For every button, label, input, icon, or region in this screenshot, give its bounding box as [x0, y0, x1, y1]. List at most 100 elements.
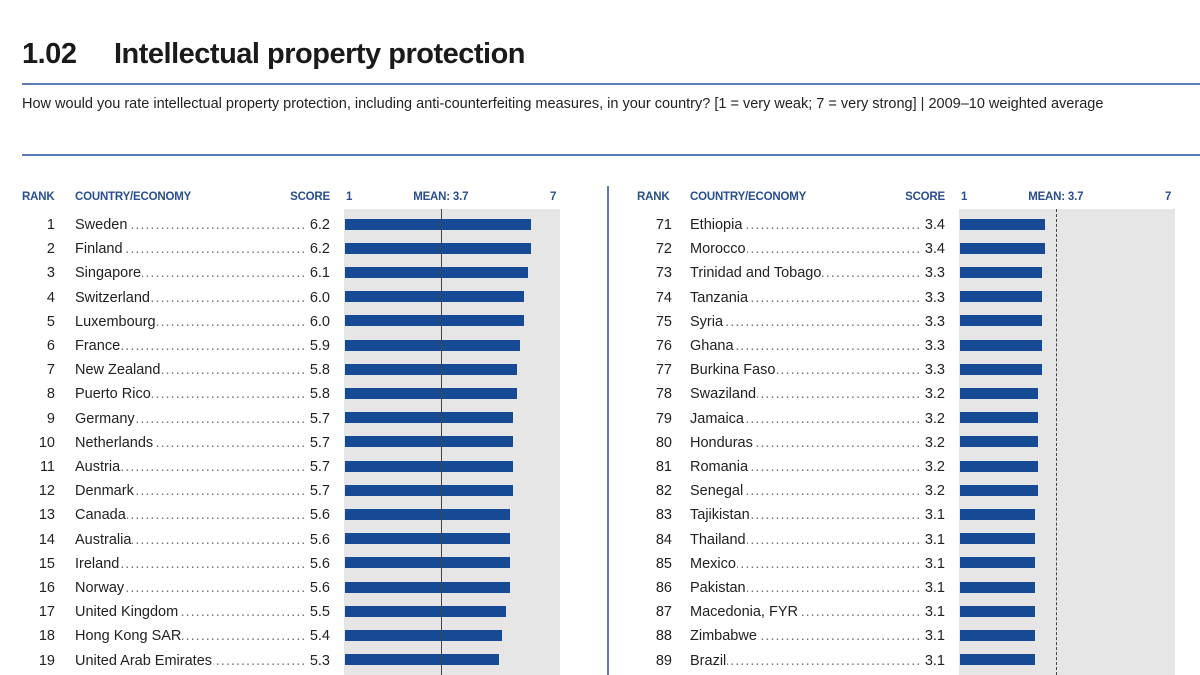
country-label: United Kingdom [75, 604, 180, 621]
country-label: Romania [690, 459, 750, 475]
rank-value: 19 [38, 652, 55, 669]
table-row: 81......................................… [0, 455, 1200, 479]
country-name: Puerto Rico [75, 382, 152, 406]
table-row: 18......................................… [0, 624, 1200, 648]
country-name: Austria [75, 455, 122, 479]
table-row: 14......................................… [0, 528, 1200, 552]
score-bar [960, 581, 1035, 593]
score-value: 3.3 [924, 338, 945, 354]
score-bar [960, 436, 1039, 448]
leader-dots: ........................................… [75, 507, 306, 524]
country-label: Trinidad and Tobago [690, 265, 823, 282]
score-bar [345, 388, 517, 399]
country-name: Zimbabwe [690, 624, 758, 648]
country-label: Australia [75, 531, 133, 548]
score-value: 3.2 [924, 483, 945, 500]
country-name: Ethiopia [690, 213, 744, 237]
col-head-rank: RANK [637, 191, 670, 203]
rank-value: 85 [655, 555, 672, 572]
score-value: 5.7 [309, 483, 330, 500]
rank-value: 83 [655, 507, 672, 524]
score-bar [345, 412, 514, 424]
col-head-score: SCORE [905, 191, 945, 203]
leader-dots: ........................................… [690, 580, 921, 596]
leader-dots: ........................................… [75, 580, 306, 596]
score-bar [960, 363, 1042, 375]
table-row: 76......................................… [0, 334, 1200, 358]
country-label: Burkina Faso [690, 362, 777, 379]
country-label: France [75, 338, 122, 354]
rank-value: 74 [655, 289, 672, 306]
country-label: Pakistan [690, 580, 747, 596]
country-name: Sweden [75, 213, 129, 237]
score-bar [345, 315, 524, 327]
score-bar [960, 460, 1039, 472]
score-value: 3.1 [924, 531, 945, 548]
table-row: 80......................................… [0, 431, 1200, 455]
col-head-score: SCORE [290, 191, 330, 203]
table-row: 72......................................… [0, 237, 1200, 261]
score-value: 3.3 [924, 362, 945, 379]
country-label: Singapore [75, 265, 143, 282]
rank-value: 89 [655, 652, 672, 669]
leader-dots: ........................................… [75, 531, 306, 548]
score-value: 3.2 [924, 386, 945, 403]
country-name: Switzerland [75, 286, 151, 310]
country-name: Macedonia, FYR [690, 600, 799, 624]
country-name: United Arab Emirates [75, 649, 214, 673]
score-bar [960, 557, 1035, 569]
table-row: 83......................................… [0, 503, 1200, 527]
subtitle-rule [22, 154, 1200, 156]
rank-value: 82 [655, 483, 672, 500]
score-value: 5.4 [309, 628, 330, 645]
leader-dots: ........................................… [690, 313, 921, 330]
score-value: 3.3 [924, 265, 945, 282]
country-label: New Zealand [75, 362, 162, 379]
score-value: 3.4 [924, 217, 945, 233]
score-value: 5.6 [309, 580, 330, 596]
country-label: Syria [690, 313, 725, 330]
score-value: 5.8 [309, 362, 330, 379]
country-label: Ghana [690, 338, 735, 354]
rank-value: 16 [38, 580, 55, 596]
country-name: Netherlands [75, 431, 155, 455]
table-row: 2.......................................… [0, 237, 1200, 261]
table-row: 71......................................… [0, 213, 1200, 237]
score-value: 3.1 [924, 628, 945, 645]
score-value: 3.3 [924, 289, 945, 306]
country-label: Puerto Rico [75, 386, 152, 403]
section-header: 1.02 Intellectual property protection [22, 34, 526, 74]
leader-dots: ........................................… [690, 217, 921, 233]
country-name: Australia [75, 528, 133, 552]
score-value: 3.1 [924, 555, 945, 572]
score-value: 5.6 [309, 531, 330, 548]
rank-value: 75 [655, 313, 672, 330]
rank-value: 2 [46, 241, 55, 258]
score-value: 3.1 [924, 580, 945, 596]
table-row: 9.......................................… [0, 407, 1200, 431]
axis-max-label: 7 [550, 191, 557, 203]
table-row: 85......................................… [0, 552, 1200, 576]
score-bar [345, 484, 514, 496]
leader-dots: ........................................… [75, 241, 306, 258]
score-bar [960, 509, 1035, 520]
table-row: 6.......................................… [0, 334, 1200, 358]
leader-dots: ........................................… [75, 459, 306, 475]
score-bar [960, 388, 1039, 399]
score-value: 3.4 [924, 241, 945, 258]
table-row: 73......................................… [0, 261, 1200, 285]
country-name: Burkina Faso [690, 358, 777, 382]
country-name: Tajikistan [690, 503, 751, 527]
table-row: 75......................................… [0, 310, 1200, 334]
rank-value: 79 [655, 410, 672, 427]
leader-dots: ........................................… [690, 531, 921, 548]
score-bar [345, 557, 510, 569]
col-head-country: COUNTRY/ECONOMY [690, 191, 807, 203]
mean-line [1056, 209, 1058, 675]
ranking-panel-left: RANK COUNTRY/ECONOMY SCORE 1 MEAN: 3.7 7 1....… [0, 188, 1200, 675]
country-name: United Kingdom [75, 600, 180, 624]
country-name: Denmark [75, 479, 135, 503]
leader-dots: ........................................… [75, 555, 306, 572]
country-label: Jamaica [690, 410, 745, 427]
rank-value: 5 [46, 313, 55, 330]
